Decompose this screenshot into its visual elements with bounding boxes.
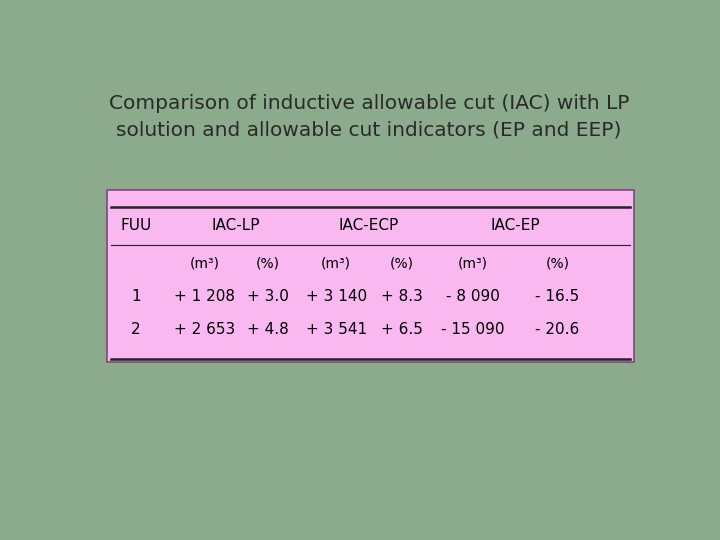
Text: (m³): (m³): [321, 256, 351, 271]
Text: (m³): (m³): [458, 256, 488, 271]
Text: (m³): (m³): [189, 256, 220, 271]
Text: - 20.6: - 20.6: [536, 322, 580, 337]
Text: IAC-EP: IAC-EP: [490, 218, 540, 233]
Text: - 15 090: - 15 090: [441, 322, 505, 337]
Text: - 8 090: - 8 090: [446, 289, 500, 304]
Text: + 3.0: + 3.0: [247, 289, 289, 304]
Text: + 8.3: + 8.3: [381, 289, 423, 304]
Text: + 3 541: + 3 541: [305, 322, 366, 337]
Text: + 2 653: + 2 653: [174, 322, 235, 337]
Text: - 16.5: - 16.5: [536, 289, 580, 304]
Text: Comparison of inductive allowable cut (IAC) with LP
solution and allowable cut i: Comparison of inductive allowable cut (I…: [109, 94, 629, 139]
Text: + 6.5: + 6.5: [381, 322, 423, 337]
Text: FUU: FUU: [120, 218, 151, 233]
Text: (%): (%): [390, 256, 414, 271]
Text: (%): (%): [546, 256, 570, 271]
FancyBboxPatch shape: [107, 190, 634, 362]
Text: + 1 208: + 1 208: [174, 289, 235, 304]
Text: 1: 1: [131, 289, 140, 304]
Text: IAC-LP: IAC-LP: [212, 218, 260, 233]
Text: + 4.8: + 4.8: [247, 322, 289, 337]
Text: + 3 140: + 3 140: [305, 289, 366, 304]
Text: IAC-ECP: IAC-ECP: [339, 218, 399, 233]
Text: (%): (%): [256, 256, 279, 271]
Text: 2: 2: [131, 322, 140, 337]
